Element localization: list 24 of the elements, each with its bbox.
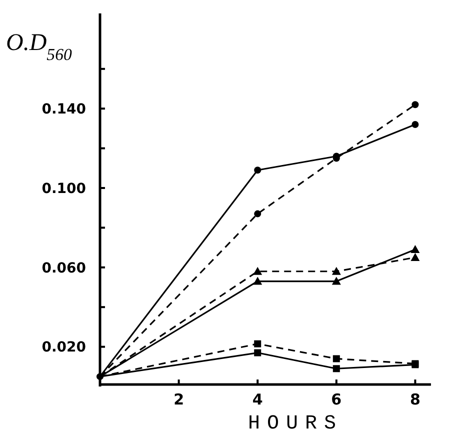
point xyxy=(253,266,262,275)
x-tick-label: 4 xyxy=(252,390,263,408)
point xyxy=(254,166,262,174)
point xyxy=(332,355,340,362)
point xyxy=(410,245,420,254)
point xyxy=(254,340,262,348)
point xyxy=(412,120,419,128)
point xyxy=(253,276,262,285)
x-axis-title: HOURS xyxy=(248,412,343,436)
y-tick-label: 0.100 xyxy=(42,180,86,197)
point xyxy=(254,349,262,356)
point xyxy=(332,365,340,372)
y-axis-title: O.D$_{560}$ xyxy=(6,30,72,64)
point xyxy=(412,101,419,108)
point xyxy=(410,252,420,261)
y-tick-label: 0.060 xyxy=(42,260,86,276)
x-tick-label: 6 xyxy=(331,390,342,408)
y-tick-label: 0.140 xyxy=(42,102,86,118)
point xyxy=(332,276,341,285)
x-tick-label: 8 xyxy=(410,390,420,408)
y-tick-label: 0.020 xyxy=(42,340,86,356)
point xyxy=(332,266,341,275)
point xyxy=(254,210,262,218)
x-tick-label: 2 xyxy=(174,390,184,408)
